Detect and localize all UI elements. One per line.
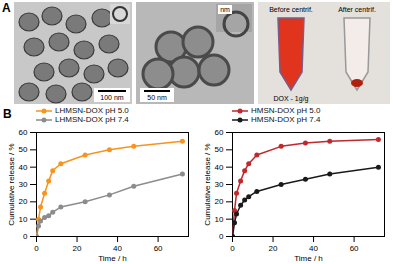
- svg-text:50 nm: 50 nm: [147, 94, 167, 101]
- svg-text:60: 60: [215, 128, 224, 137]
- svg-text:Time / h: Time / h: [98, 254, 127, 263]
- svg-text:40: 40: [309, 244, 318, 253]
- svg-text:0: 0: [219, 232, 224, 241]
- svg-text:Before centrif.: Before centrif.: [269, 6, 313, 13]
- html-text:LHMSN-DOX pH 5.0: LHMSN-DOX pH 5.0: [55, 106, 129, 115]
- svg-text:60: 60: [19, 128, 28, 137]
- svg-text:DOX - 1g/g: DOX - 1g/g: [273, 95, 308, 103]
- svg-text:20: 20: [73, 244, 82, 253]
- svg-text:40: 40: [19, 163, 28, 172]
- svg-text:30: 30: [215, 180, 224, 189]
- svg-text:40: 40: [113, 244, 122, 253]
- svg-text:After centrif.: After centrif.: [338, 6, 376, 13]
- html-text:HMSN-DOX pH 5.0: HMSN-DOX pH 5.0: [251, 106, 321, 115]
- svg-text:Cumulative release / %: Cumulative release / %: [203, 143, 212, 225]
- svg-text:50: 50: [19, 145, 28, 154]
- html-text:B: B: [3, 107, 12, 121]
- svg-text:100 nm: 100 nm: [100, 94, 124, 101]
- svg-text:60: 60: [350, 244, 359, 253]
- svg-text:Time / h: Time / h: [294, 254, 323, 263]
- svg-text:10: 10: [215, 215, 224, 224]
- svg-text:nm: nm: [220, 6, 230, 13]
- svg-text:A: A: [2, 1, 11, 15]
- svg-text:0: 0: [34, 244, 39, 253]
- svg-text:Cumulative release / %: Cumulative release / %: [7, 143, 16, 225]
- svg-text:60: 60: [154, 244, 163, 253]
- svg-text:50: 50: [215, 145, 224, 154]
- svg-text:20: 20: [19, 197, 28, 206]
- svg-text:10: 10: [19, 215, 28, 224]
- svg-text:20: 20: [215, 197, 224, 206]
- svg-text:20: 20: [269, 244, 278, 253]
- svg-text:40: 40: [215, 163, 224, 172]
- svg-text:0: 0: [23, 232, 28, 241]
- html-text:HMSN-DOX pH 7.4: HMSN-DOX pH 7.4: [251, 115, 321, 124]
- svg-text:0: 0: [230, 244, 235, 253]
- svg-text:30: 30: [19, 180, 28, 189]
- html-text:LHMSN-DOX pH 7.4: LHMSN-DOX pH 7.4: [55, 115, 129, 124]
